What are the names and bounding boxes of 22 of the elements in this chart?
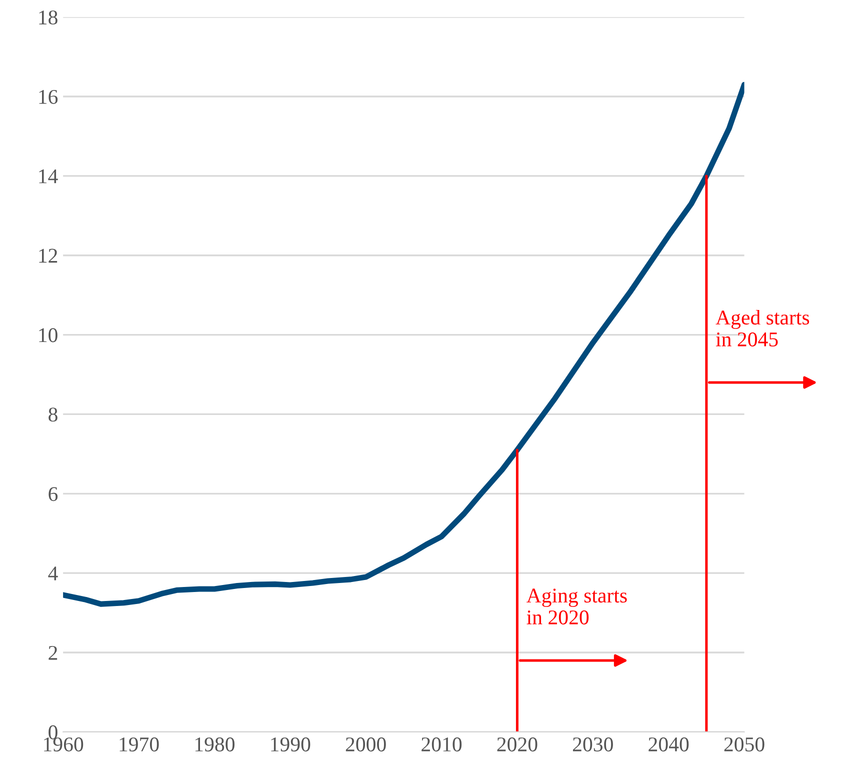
- x-tick-label: 2000: [346, 737, 386, 752]
- x-tick-label: 2020: [497, 737, 538, 752]
- x-tick-label: 2050: [724, 737, 764, 752]
- x-tick-label: 1960: [44, 737, 84, 752]
- y-tick-label: 18: [39, 10, 58, 25]
- x-tick-label: 1970: [120, 737, 159, 752]
- y-tick-label: 8: [48, 408, 58, 422]
- annotation: Aging starts in 2020: [526, 588, 627, 624]
- y-tick-label: 2: [48, 646, 58, 660]
- annotation: Aged starts in 2045: [716, 310, 810, 346]
- y-tick-label: 12: [39, 248, 58, 263]
- x-tick-label: 2040: [648, 737, 689, 752]
- x-tick-label: 2010: [422, 737, 462, 752]
- x-tick-label: 1980: [195, 737, 234, 752]
- y-tick-label: 10: [39, 328, 58, 342]
- y-tick-label: 16: [39, 90, 58, 104]
- y-tick-label: 0: [48, 725, 58, 740]
- y-tick-label: 14: [39, 169, 58, 184]
- y-tick-label: 6: [48, 487, 58, 502]
- y-tick-label: 4: [48, 566, 58, 580]
- x-tick-label: 2030: [572, 737, 613, 752]
- x-tick-label: 1990: [271, 737, 310, 752]
